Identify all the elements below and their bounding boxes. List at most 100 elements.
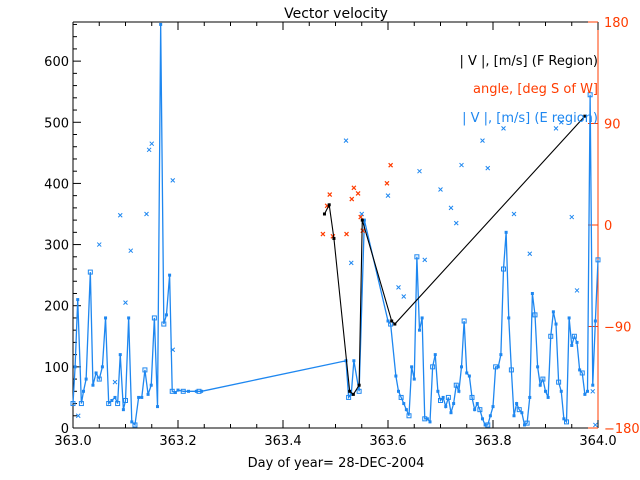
angle-marker	[360, 228, 366, 234]
e-region-point	[554, 322, 558, 326]
f-region-point	[583, 114, 587, 118]
series-e-region	[70, 22, 601, 428]
e-region-point	[149, 383, 153, 387]
e-region-point	[349, 392, 353, 396]
e-region-point	[91, 383, 95, 387]
e-region-point	[546, 395, 550, 399]
e-region-point	[402, 402, 406, 406]
e-region-point	[536, 365, 540, 369]
e-region-point	[562, 417, 566, 421]
e-region-x-marker	[112, 379, 118, 385]
e-region-point	[481, 417, 484, 421]
e-region-x-marker	[553, 126, 559, 131]
series-f-region	[322, 114, 587, 396]
e-region-marker	[571, 333, 577, 339]
e-region-point	[94, 371, 98, 375]
e-region-x-marker	[149, 141, 155, 147]
e-region-point	[418, 328, 421, 332]
e-region-x-marker	[453, 220, 459, 226]
e-region-point	[168, 273, 172, 277]
e-region-marker	[87, 269, 93, 275]
e-region-point	[187, 389, 190, 393]
e-region-marker	[595, 257, 601, 263]
angle-marker	[344, 231, 349, 237]
e-region-point	[583, 392, 587, 396]
e-region-marker	[556, 379, 562, 385]
e-region-point	[575, 340, 579, 344]
e-region-x-marker	[574, 288, 580, 293]
e-region-x-marker	[459, 162, 464, 168]
e-region-marker	[123, 397, 128, 403]
x-tick-label: 363.6	[369, 434, 406, 449]
e-region-point	[457, 389, 461, 393]
e-region-point	[156, 405, 160, 409]
e-region-point	[194, 389, 198, 393]
e-region-point	[504, 230, 508, 234]
e-region-marker	[115, 401, 121, 407]
e-region-marker	[96, 376, 102, 382]
y-tick-label: 500	[44, 116, 69, 131]
f-region-point	[327, 203, 331, 207]
e-region-x-marker	[170, 347, 176, 353]
e-region-point	[433, 353, 437, 357]
e-region-marker	[132, 422, 138, 428]
e-region-marker	[508, 367, 514, 373]
e-region-point	[428, 420, 432, 424]
e-region-x-marker	[590, 388, 596, 394]
e-region-point	[551, 310, 555, 314]
e-region-point	[404, 408, 408, 412]
e-region-point	[593, 319, 597, 323]
y2-tick-label: 90	[604, 118, 621, 133]
e-region-x-marker	[396, 285, 401, 290]
e-region-point	[538, 383, 542, 387]
e-region-x-marker	[417, 168, 422, 174]
e-region-marker	[587, 92, 593, 98]
y-tick-label: 0	[61, 422, 69, 437]
angle-marker	[358, 214, 364, 220]
e-region-x-marker	[569, 214, 575, 220]
e-region-marker	[524, 420, 530, 426]
y2-tick-label: −180	[604, 422, 640, 437]
chart-title: Vector velocity	[284, 6, 388, 22]
legend: | V |, [m/s] (F Region) angle, [deg S of…	[459, 54, 598, 126]
e-region-marker	[579, 370, 585, 376]
e-region-x-marker	[511, 211, 517, 217]
e-region-marker	[461, 318, 467, 324]
e-region-point	[512, 414, 516, 418]
y2-tick-label: 0	[604, 219, 612, 234]
e-region-point	[523, 423, 526, 427]
e-region-point	[73, 365, 77, 369]
e-region-point	[159, 22, 163, 26]
e-region-marker	[398, 394, 404, 400]
e-region-point	[591, 383, 595, 387]
f-region-point	[390, 319, 394, 323]
angle-marker	[320, 231, 326, 237]
legend-entry-f-region: | V |, [m/s] (F Region)	[459, 54, 598, 69]
e-region-point	[82, 389, 85, 393]
e-region-point	[140, 395, 144, 399]
angle-marker	[388, 162, 394, 168]
e-region-point	[84, 377, 88, 381]
y-tick-label: 600	[44, 55, 69, 70]
e-region-point	[528, 395, 532, 399]
y-tick-label: 400	[44, 177, 69, 192]
e-region-point	[499, 353, 503, 357]
e-region-point	[465, 371, 469, 375]
e-region-point	[104, 316, 108, 320]
f-region-point	[393, 322, 397, 326]
e-region-x-marker	[144, 211, 149, 217]
e-region-x-marker	[359, 211, 365, 217]
axes: 363.0 363.2 363.4 363.6 363.8 364.0 0 100 200 300…	[44, 16, 640, 449]
e-region-point	[100, 365, 104, 369]
e-region-point	[425, 417, 429, 421]
e-region-marker	[516, 407, 522, 413]
e-region-point	[559, 389, 563, 393]
e-region-x-marker	[593, 422, 598, 428]
x-axis-label: Day of year= 28-DEC-2004	[248, 456, 425, 471]
e-region-point	[488, 414, 492, 418]
e-region-x-marker	[485, 165, 491, 171]
e-region-point	[530, 291, 534, 295]
e-region-x-marker	[438, 187, 443, 192]
x-tick-label: 363.8	[474, 434, 511, 449]
